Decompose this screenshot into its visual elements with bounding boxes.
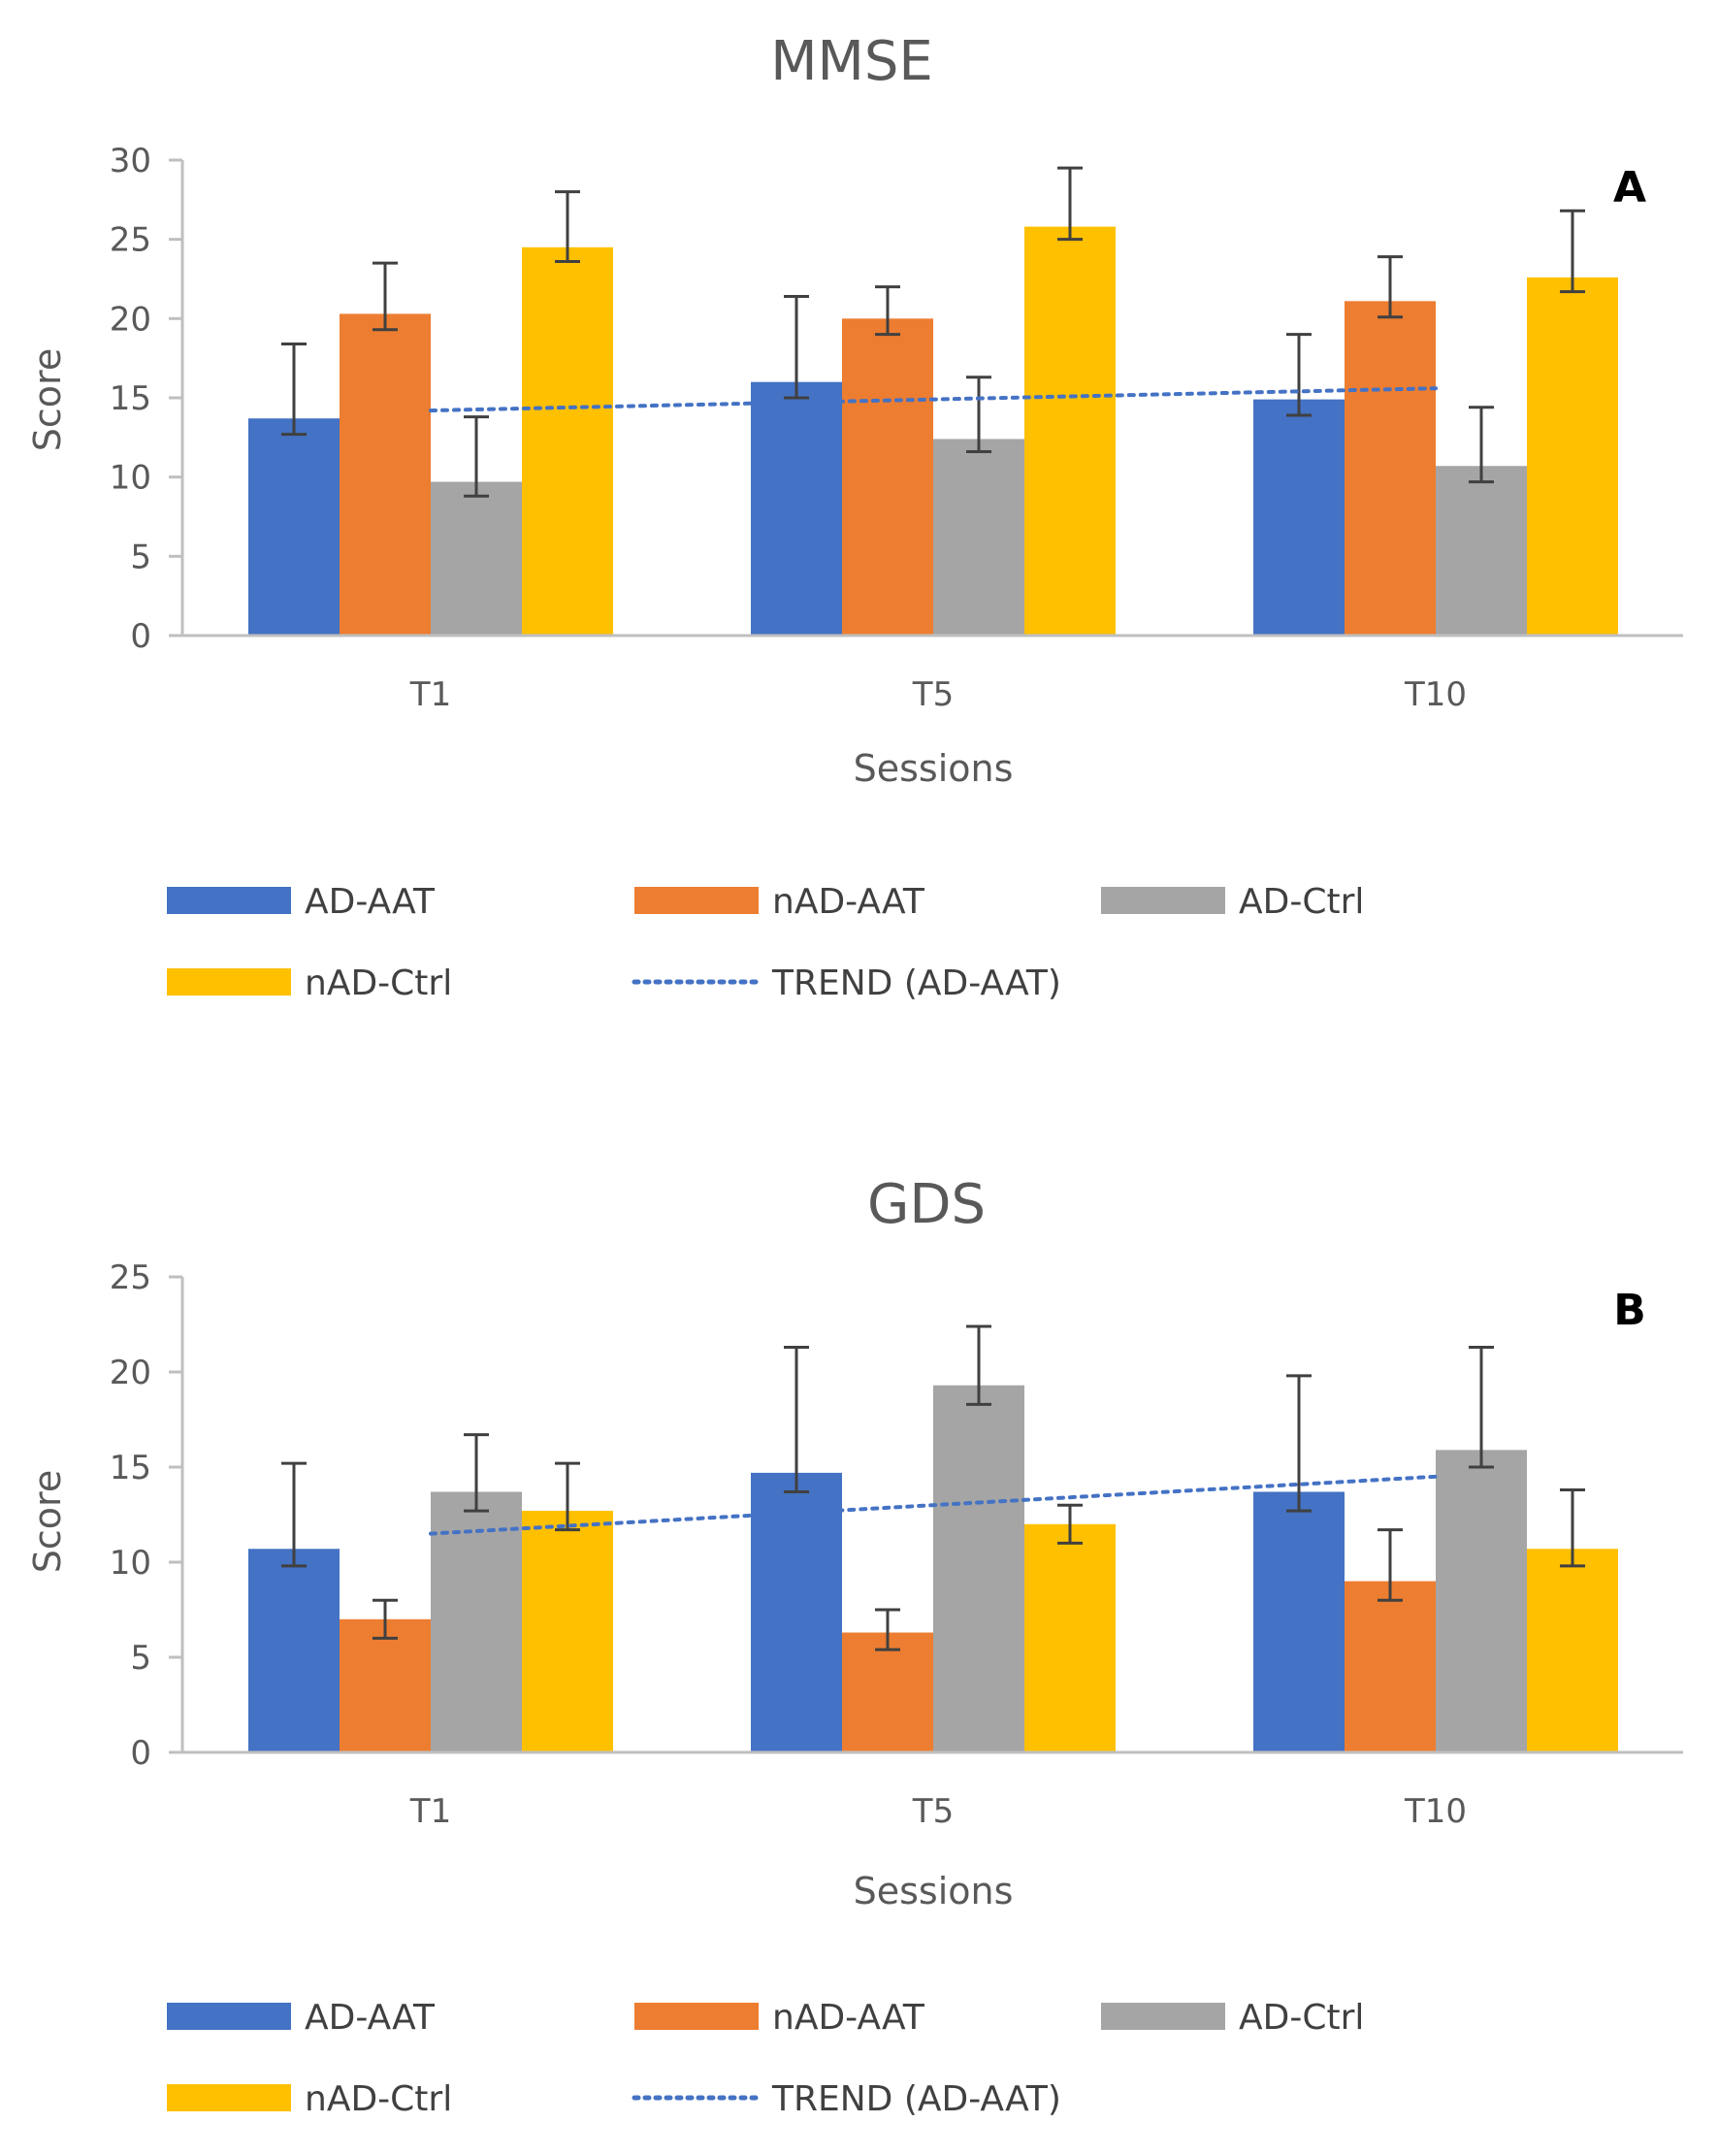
bar-nad-aat	[842, 318, 933, 636]
bar-nad-aat	[1345, 1581, 1436, 1752]
legend-label: AD-AAT	[305, 882, 436, 922]
x-tick-label: T10	[1404, 1792, 1467, 1831]
legend-swatch-nad-aat	[634, 2003, 759, 2030]
legend-swatch-ad-aat	[167, 2003, 291, 2030]
bar-nad-aat	[340, 313, 431, 636]
chart-title: MMSE	[770, 30, 933, 93]
plot-area: 0 5 10 15 20 25 T1 T5 T10	[110, 1258, 1683, 1831]
y-tick-label: 10	[110, 459, 151, 498]
legend-swatch-nad-ctrl	[167, 968, 291, 996]
legend: AD-AAT nAD-AAT AD-Ctrl nAD-Ctrl TREND (AD-AA…	[167, 882, 1364, 1003]
bar-ad-ctrl	[933, 1385, 1024, 1752]
y-tick-label: 20	[110, 300, 151, 339]
bar-nad-ctrl	[1527, 277, 1618, 636]
x-axis-label: Sessions	[854, 1870, 1014, 1912]
x-tick-label: T10	[1404, 675, 1467, 714]
legend: AD-AAT nAD-AAT AD-Ctrl nAD-Ctrl TREND (AD-AA…	[167, 1998, 1364, 2119]
bar-ad-ctrl	[431, 1491, 522, 1752]
legend-label: nAD-Ctrl	[305, 2079, 452, 2119]
y-tick-label: 5	[130, 1639, 151, 1678]
bar-nad-ctrl	[522, 246, 613, 637]
legend-swatch-ad-aat	[167, 887, 291, 914]
y-tick-label: 25	[110, 1258, 151, 1297]
x-tick-label: T1	[409, 675, 451, 714]
bar-nad-aat	[1345, 301, 1436, 636]
plot-area: 0 5 10 15 20 25 30 T1 T5 T10	[110, 142, 1683, 714]
legend-swatch-nad-aat	[634, 887, 759, 914]
legend-swatch-nad-ctrl	[167, 2084, 291, 2111]
bar-nad-ctrl	[1527, 1549, 1618, 1752]
y-axis-label: Score	[26, 348, 69, 451]
bar-ad-aat	[1253, 1491, 1345, 1752]
bar-nad-ctrl	[1024, 226, 1116, 636]
legend-label: AD-Ctrl	[1239, 882, 1364, 922]
bar-nad-ctrl	[522, 1511, 613, 1752]
y-tick-label: 15	[110, 379, 151, 418]
bar-nad-aat	[340, 1618, 431, 1752]
bar-ad-aat	[248, 418, 340, 636]
chart-panel-gds: GDS B Score Sessions 0 5 10 15 20 25 T1 T5 T10 A…	[26, 1173, 1683, 2119]
bar-ad-ctrl	[933, 439, 1024, 636]
chart-title: GDS	[867, 1173, 986, 1236]
bar-nad-aat	[842, 1632, 933, 1752]
bar-ad-aat	[248, 1549, 340, 1752]
bar-ad-ctrl	[1436, 466, 1527, 636]
bar-ad-aat	[751, 381, 842, 636]
y-tick-label: 30	[110, 142, 151, 180]
legend-swatch-ad-ctrl	[1101, 2003, 1225, 2030]
y-tick-label: 10	[110, 1544, 151, 1583]
bar-ad-aat	[751, 1472, 842, 1752]
legend-label: nAD-AAT	[772, 1998, 925, 2038]
y-tick-label: 25	[110, 221, 151, 260]
trend-line	[429, 386, 1438, 413]
chart-panel-mmse: MMSE A Score Sessions 0 5 10 15 20 25 30 T1 T5 T1…	[26, 30, 1683, 1003]
bar-ad-ctrl	[1436, 1450, 1527, 1752]
x-tick-label: T5	[912, 675, 954, 714]
y-axis-label: Score	[26, 1470, 69, 1573]
panel-label: A	[1613, 163, 1646, 212]
y-tick-label: 0	[130, 1734, 151, 1773]
panel-label: B	[1613, 1286, 1646, 1335]
legend-swatch-ad-ctrl	[1101, 887, 1225, 914]
bar-nad-ctrl	[1024, 1523, 1116, 1752]
legend-label: nAD-AAT	[772, 882, 925, 922]
legend-label: AD-Ctrl	[1239, 1998, 1364, 2038]
x-tick-label: T1	[409, 1792, 451, 1831]
x-tick-label: T5	[912, 1792, 954, 1831]
y-tick-label: 0	[130, 617, 151, 656]
y-tick-label: 5	[130, 538, 151, 576]
legend-label: AD-AAT	[305, 1998, 436, 2038]
bar-ad-aat	[1253, 399, 1345, 636]
bar-ad-ctrl	[431, 481, 522, 636]
y-tick-label: 20	[110, 1354, 151, 1392]
legend-label: TREND (AD-AAT)	[771, 964, 1061, 1003]
legend-label: TREND (AD-AAT)	[771, 2079, 1061, 2119]
legend-label: nAD-Ctrl	[305, 964, 452, 1003]
y-tick-label: 15	[110, 1449, 151, 1487]
trend-line	[429, 1474, 1438, 1536]
x-axis-label: Sessions	[854, 747, 1014, 790]
